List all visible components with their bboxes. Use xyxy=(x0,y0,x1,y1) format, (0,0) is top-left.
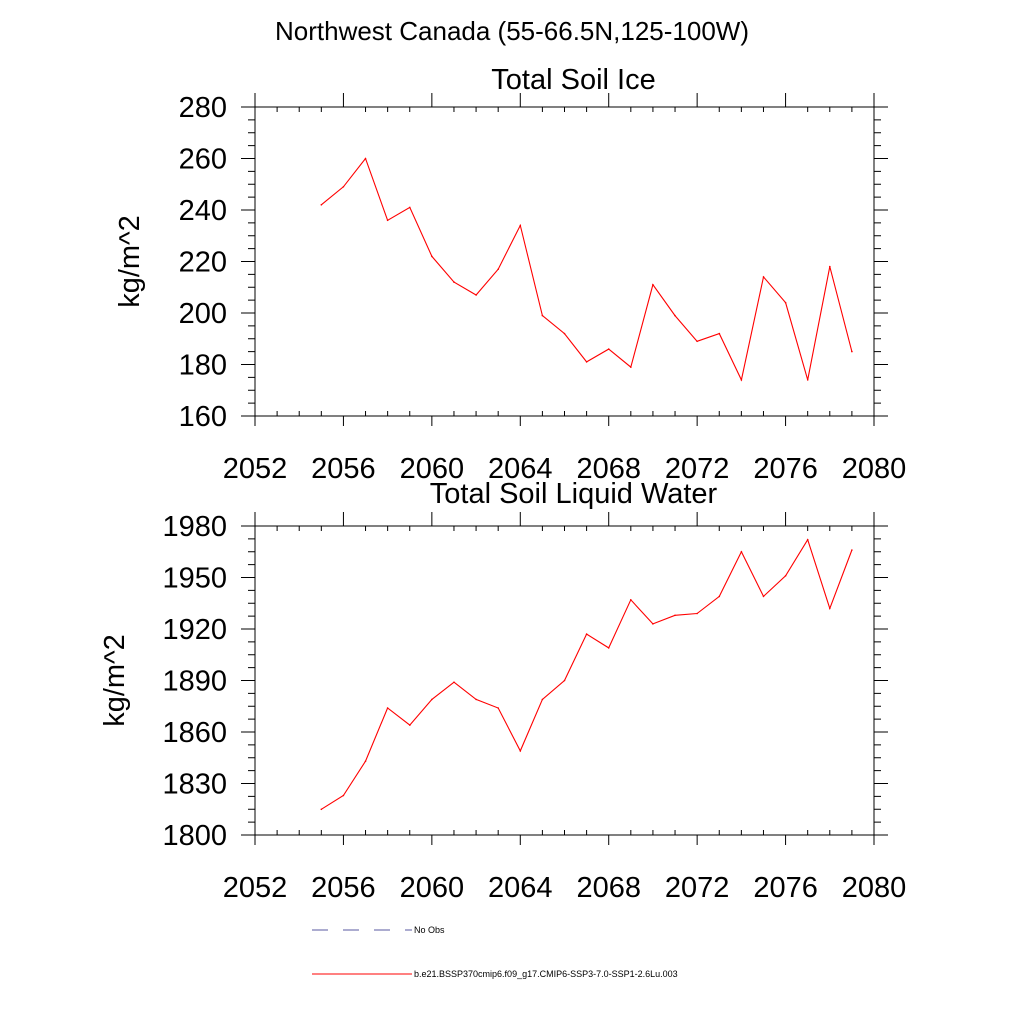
data-point xyxy=(696,340,698,343)
legend-label-no-obs: No Obs xyxy=(414,925,445,935)
data-point xyxy=(829,265,831,268)
x-tick-label: 2080 xyxy=(842,872,907,904)
data-point xyxy=(674,314,676,317)
data-point xyxy=(585,361,588,363)
plot-frame xyxy=(254,106,875,417)
x-tick-label: 2064 xyxy=(488,872,553,904)
data-point xyxy=(784,575,787,577)
x-tick-label: 2056 xyxy=(311,453,376,485)
data-point xyxy=(453,681,455,683)
y-tick-label: 220 xyxy=(179,247,227,279)
x-tick-label: 2068 xyxy=(576,872,641,904)
x-tick-label: 2052 xyxy=(223,872,288,904)
chart-title: Total Soil Liquid Water xyxy=(430,478,718,510)
data-point xyxy=(320,808,323,811)
data-point xyxy=(784,301,787,304)
x-tick-label: 2080 xyxy=(842,453,907,485)
data-point xyxy=(541,314,544,317)
data-point xyxy=(630,599,632,601)
data-point xyxy=(762,595,765,598)
data-point xyxy=(563,332,566,335)
legend-label-run: b.e21.BSSP370cmip6.f09_g17.CMIP6-SSP3-7.… xyxy=(414,969,678,979)
data-point xyxy=(607,348,610,350)
legend: No Obs b.e21.BSSP370cmip6.f09_g17.CMIP6-S… xyxy=(312,925,678,979)
y-tick-label: 280 xyxy=(179,92,227,124)
data-point xyxy=(497,707,500,709)
data-point xyxy=(718,332,721,335)
data-point xyxy=(541,698,544,701)
data-point xyxy=(851,549,853,551)
data-point xyxy=(431,255,433,258)
data-point xyxy=(431,698,433,701)
y-axis-label: kg/m^2 xyxy=(99,634,131,727)
data-point xyxy=(740,551,743,553)
data-point xyxy=(409,206,411,209)
data-point xyxy=(409,724,411,726)
chart-panel-soil-ice: Total Soil Ice kg/m^2 2052 2056 2060 2064 2068… xyxy=(114,64,906,485)
data-point xyxy=(829,607,831,610)
data-point xyxy=(806,538,809,541)
data-point xyxy=(696,612,698,615)
y-axis-label: kg/m^2 xyxy=(114,215,146,308)
x-tick-label: 2064 xyxy=(488,453,553,485)
y-tick-label: 1830 xyxy=(162,769,227,801)
data-point xyxy=(607,647,610,649)
data-point xyxy=(342,794,345,797)
chart-title: Total Soil Ice xyxy=(491,64,655,96)
data-point xyxy=(475,294,477,296)
data-point xyxy=(475,698,477,701)
x-tick-label: 2068 xyxy=(576,453,641,485)
y-tick-label: 260 xyxy=(179,144,227,176)
series-line xyxy=(321,538,853,810)
y-tick-label: 160 xyxy=(179,401,227,433)
data-point xyxy=(585,633,588,635)
data-point xyxy=(630,366,632,368)
data-point xyxy=(386,219,389,222)
x-tick-label: 2076 xyxy=(753,872,818,904)
data-point xyxy=(386,707,389,709)
data-point xyxy=(320,204,323,206)
data-point xyxy=(674,614,676,617)
x-tick-label: 2060 xyxy=(400,872,465,904)
y-tick-label: 1860 xyxy=(162,717,227,749)
data-point xyxy=(364,760,367,762)
y-tick-label: 200 xyxy=(179,298,227,330)
x-tick-label: 2072 xyxy=(665,872,730,904)
data-point xyxy=(652,283,654,286)
y-tick-label: 1950 xyxy=(162,563,227,595)
x-tick-label: 2060 xyxy=(400,453,465,485)
data-point xyxy=(519,224,522,227)
y-tick-label: 180 xyxy=(179,350,227,382)
data-point xyxy=(364,157,367,160)
data-point xyxy=(806,379,809,381)
x-tick-label: 2072 xyxy=(665,453,730,485)
y-tick-label: 240 xyxy=(179,195,227,227)
data-point xyxy=(652,623,654,625)
series-line xyxy=(320,157,853,382)
data-point xyxy=(718,595,721,598)
figure-title: Northwest Canada (55-66.5N,125-100W) xyxy=(274,16,750,46)
y-tick-label: 1980 xyxy=(162,511,227,543)
data-point xyxy=(342,186,345,188)
chart-panel-soil-liquid-water: Total Soil Liquid Water kg/m^2 2052 2056 206… xyxy=(99,478,906,904)
data-point xyxy=(453,281,455,283)
x-tick-label: 2052 xyxy=(223,453,288,485)
data-point xyxy=(762,276,765,278)
x-tick-label: 2076 xyxy=(753,453,818,485)
data-point xyxy=(740,379,743,381)
x-tick-label: 2056 xyxy=(311,872,376,904)
data-point xyxy=(851,350,853,353)
y-tick-label: 1890 xyxy=(162,666,227,698)
y-tick-label: 1920 xyxy=(162,614,227,646)
y-tick-label: 1800 xyxy=(162,820,227,852)
data-point xyxy=(497,268,500,271)
data-point xyxy=(563,679,566,682)
data-point xyxy=(519,750,522,752)
